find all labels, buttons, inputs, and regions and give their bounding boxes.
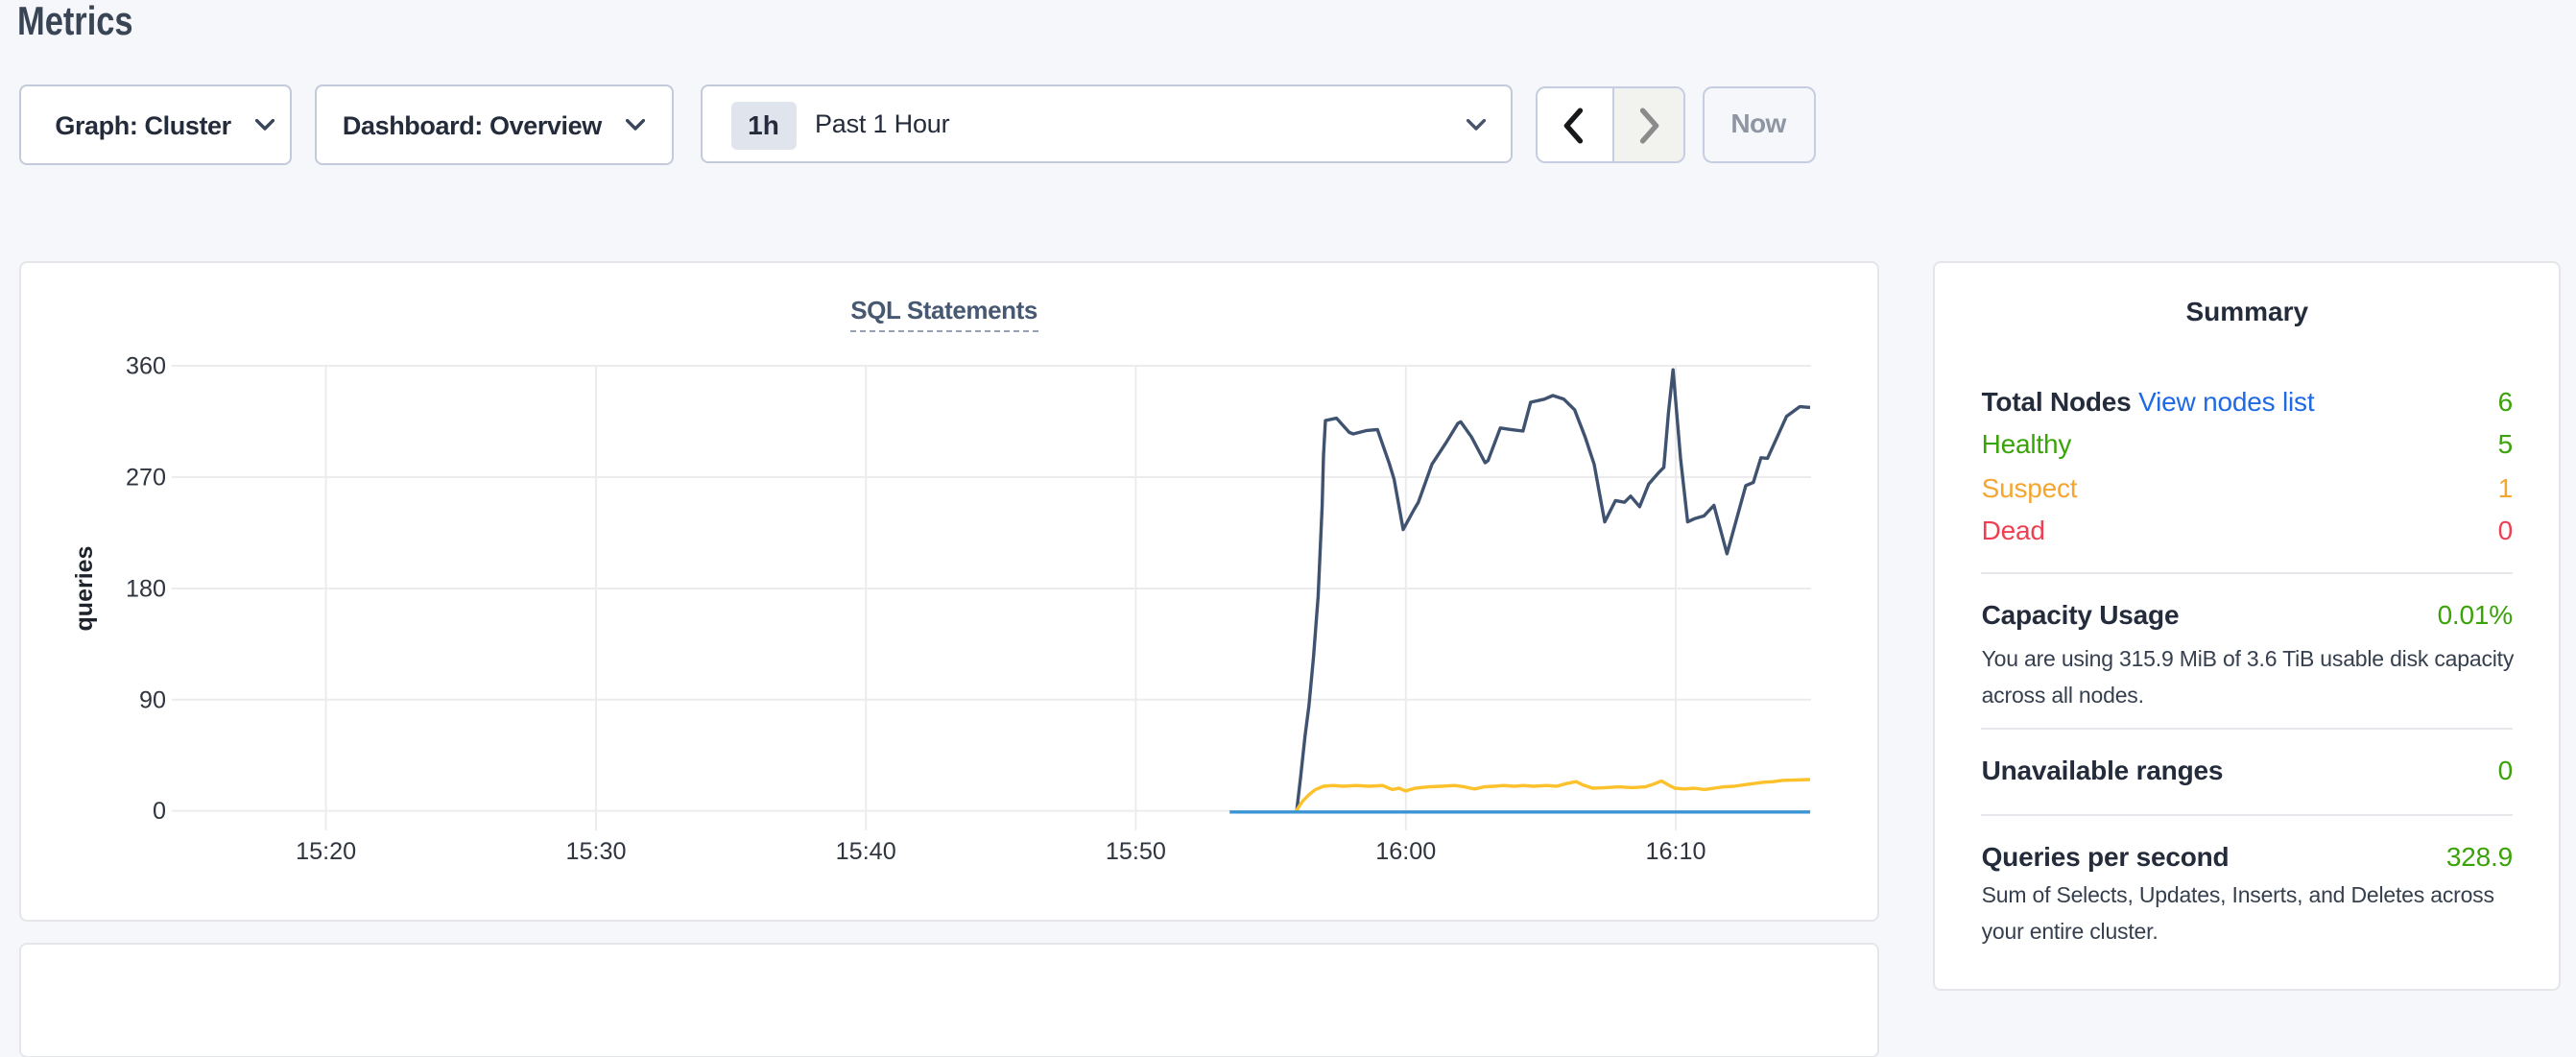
svg-text:queries: queries xyxy=(70,545,97,631)
svg-text:15:30: 15:30 xyxy=(564,837,625,864)
svg-text:0: 0 xyxy=(152,797,165,824)
svg-text:15:40: 15:40 xyxy=(835,837,895,864)
svg-text:15:20: 15:20 xyxy=(295,837,355,864)
svg-text:270: 270 xyxy=(125,464,165,491)
svg-text:90: 90 xyxy=(138,685,165,712)
svg-text:16:10: 16:10 xyxy=(1644,837,1705,864)
svg-text:360: 360 xyxy=(125,352,165,379)
svg-text:16:00: 16:00 xyxy=(1374,837,1435,864)
svg-text:15:50: 15:50 xyxy=(1105,837,1165,864)
svg-text:180: 180 xyxy=(125,575,165,602)
